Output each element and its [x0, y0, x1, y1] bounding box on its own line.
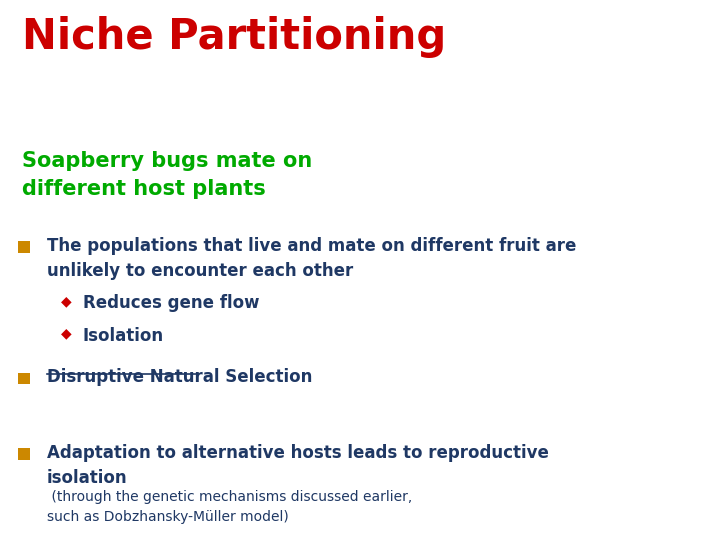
- Text: (through the genetic mechanisms discussed earlier,
such as Dobzhansky-Müller mod: (through the genetic mechanisms discusse…: [47, 490, 412, 524]
- Text: Reduces gene flow: Reduces gene flow: [83, 294, 259, 312]
- Text: The populations that live and mate on different fruit are
unlikely to encounter : The populations that live and mate on di…: [47, 237, 576, 280]
- Text: ◆: ◆: [61, 327, 72, 341]
- Bar: [18, 373, 30, 384]
- Text: Disruptive Natural Selection: Disruptive Natural Selection: [47, 368, 312, 386]
- Text: Isolation: Isolation: [83, 327, 164, 345]
- Text: ◆: ◆: [61, 294, 72, 308]
- Text: Adaptation to alternative hosts leads to reproductive
isolation: Adaptation to alternative hosts leads to…: [47, 444, 549, 487]
- Text: Niche Partitioning: Niche Partitioning: [22, 16, 446, 58]
- Bar: [18, 241, 30, 253]
- Text: Soapberry bugs mate on
different host plants: Soapberry bugs mate on different host pl…: [22, 151, 312, 199]
- Bar: [18, 448, 30, 460]
